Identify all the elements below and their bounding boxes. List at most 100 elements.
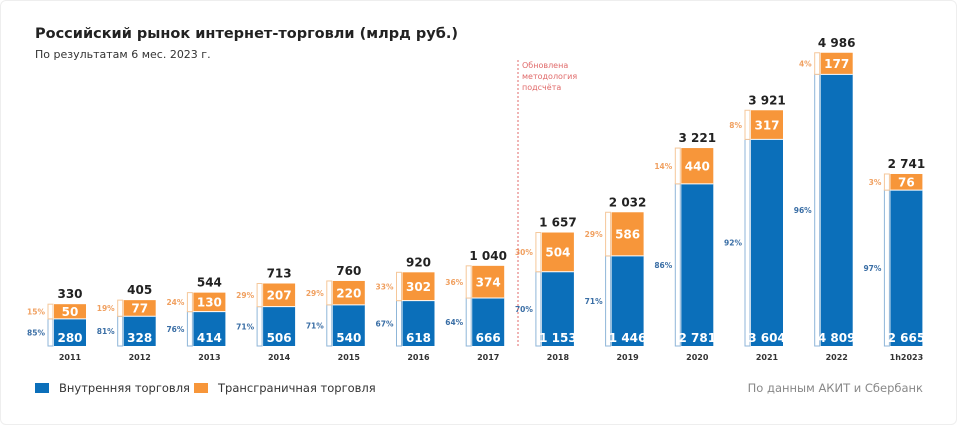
- total-label-2020: 3 221: [679, 131, 717, 145]
- methodology-note: методология: [522, 72, 577, 81]
- label-domestic-2011: 280: [57, 331, 82, 345]
- bar-domestic-1h2023: [890, 190, 923, 346]
- label-domestic-2020: 2 781: [679, 331, 717, 345]
- x-tick-2012: 2012: [129, 353, 151, 362]
- x-tick-2011: 2011: [59, 353, 82, 362]
- domestic-share-stripe: [883, 189, 890, 347]
- domestic-share-stripe: [744, 138, 751, 347]
- domestic-share-stripe: [396, 300, 402, 347]
- label-domestic-2013: 414: [197, 331, 222, 345]
- share-domestic-2021: 92%: [724, 239, 742, 248]
- legend-label-crossborder: Трансграничная торговля: [218, 381, 376, 395]
- label-crossborder-2015: 220: [336, 286, 361, 300]
- share-crossborder-2022: 4%: [799, 60, 812, 69]
- domestic-share-stripe: [814, 73, 821, 347]
- crossborder-share-stripe: [186, 292, 193, 313]
- total-label-2017: 1 040: [469, 249, 507, 263]
- label-domestic-2012: 328: [127, 331, 152, 345]
- bar-crossborder-2014: [263, 283, 296, 307]
- source-note: По данным АКИТ и Сбербанк: [747, 381, 923, 395]
- share-domestic-2020: 86%: [654, 261, 672, 270]
- label-crossborder-2016: 302: [406, 280, 431, 294]
- share-domestic-1h2023: 97%: [863, 264, 881, 273]
- label-crossborder-2020: 440: [685, 159, 710, 173]
- share-crossborder-2017: 36%: [445, 278, 463, 287]
- share-domestic-2016: 67%: [376, 319, 394, 328]
- share-domestic-2015: 71%: [306, 321, 324, 330]
- label-crossborder-2018: 504: [545, 246, 570, 260]
- label-domestic-2018: 1 153: [539, 331, 577, 345]
- crossborder-share-stripe: [465, 265, 472, 299]
- domestic-share-stripe: [117, 315, 124, 347]
- label-crossborder-2014: 207: [267, 289, 292, 303]
- label-crossborder-2017: 374: [476, 275, 501, 289]
- label-domestic-2019: 1 446: [609, 331, 647, 345]
- total-label-2011: 330: [57, 287, 82, 301]
- share-crossborder-2013: 24%: [166, 298, 184, 307]
- label-domestic-2014: 506: [267, 331, 292, 345]
- methodology-note: Обновлена: [522, 61, 568, 70]
- crossborder-share-stripe: [535, 232, 542, 273]
- bar-crossborder-2012: [123, 300, 156, 317]
- bar-domestic-2013: [193, 311, 226, 346]
- share-crossborder-2012: 19%: [97, 304, 115, 313]
- crossborder-share-stripe: [256, 282, 263, 308]
- crossborder-share-stripe: [47, 303, 54, 320]
- label-domestic-2017: 666: [476, 331, 501, 345]
- x-tick-2013: 2013: [198, 353, 220, 362]
- chart-subtitle: По результатам 6 мес. 2023 г.: [35, 48, 211, 61]
- crossborder-share-stripe: [396, 271, 402, 302]
- total-label-2021: 3 921: [748, 93, 786, 107]
- domestic-share-stripe: [465, 297, 472, 347]
- bar-domestic-2016: [402, 300, 435, 346]
- bar-domestic-2021: [751, 139, 783, 346]
- label-domestic-2022: 4 809: [818, 331, 856, 345]
- share-domestic-2017: 64%: [445, 318, 463, 327]
- share-crossborder-2018: 30%: [515, 248, 533, 257]
- total-label-2013: 544: [197, 276, 222, 290]
- x-tick-2015: 2015: [338, 353, 361, 362]
- chart-title: Российский рынок интернет-торговли (млрд…: [35, 26, 458, 42]
- bar-crossborder-2022: [820, 52, 853, 75]
- x-tick-2016: 2016: [407, 353, 430, 362]
- bar-domestic-2012: [123, 316, 156, 346]
- bar-crossborder-2013: [193, 292, 226, 312]
- x-tick-2014: 2014: [268, 353, 291, 362]
- bar-domestic-2017: [472, 298, 505, 346]
- total-label-2012: 405: [127, 283, 152, 297]
- bar-domestic-2020: [681, 183, 714, 346]
- bar-crossborder-2011: [54, 304, 86, 319]
- legend-item-domestic: Внутренняя торговля: [35, 381, 190, 395]
- label-domestic-2021: 3 604: [748, 331, 786, 345]
- bar-crossborder-1h2023: [890, 173, 923, 191]
- total-label-1h2023: 2 741: [888, 157, 926, 171]
- domestic-share-stripe: [674, 183, 681, 347]
- domestic-share-stripe: [256, 306, 263, 347]
- x-tick-2021: 2021: [756, 353, 779, 362]
- bar-crossborder-2015: [332, 280, 365, 305]
- total-label-2018: 1 657: [539, 216, 577, 230]
- methodology-note: подсчёта: [522, 83, 561, 92]
- crossborder-share-stripe: [117, 299, 124, 317]
- label-domestic-2016: 618: [406, 331, 431, 345]
- label-crossborder-2021: 317: [754, 118, 779, 132]
- bar-domestic-2011: [54, 318, 86, 346]
- crossborder-share-stripe: [674, 147, 681, 185]
- x-tick-2020: 2020: [686, 353, 709, 362]
- bar-domestic-2018: [541, 271, 574, 346]
- share-crossborder-2016: 33%: [376, 282, 394, 291]
- share-crossborder-2019: 29%: [585, 230, 603, 239]
- total-label-2016: 920: [406, 255, 431, 269]
- bar-domestic-2022: [820, 74, 853, 347]
- label-crossborder-2019: 586: [615, 228, 640, 242]
- label-crossborder-2022: 177: [824, 57, 849, 71]
- domestic-share-stripe: [326, 304, 333, 347]
- label-crossborder-2011: 50: [62, 305, 79, 319]
- bar-crossborder-2021: [751, 110, 783, 140]
- x-tick-2018: 2018: [547, 353, 570, 362]
- bar-domestic-2014: [263, 306, 296, 346]
- label-domestic-2015: 540: [336, 331, 361, 345]
- bar-crossborder-2016: [402, 272, 435, 301]
- crossborder-share-stripe: [814, 52, 821, 75]
